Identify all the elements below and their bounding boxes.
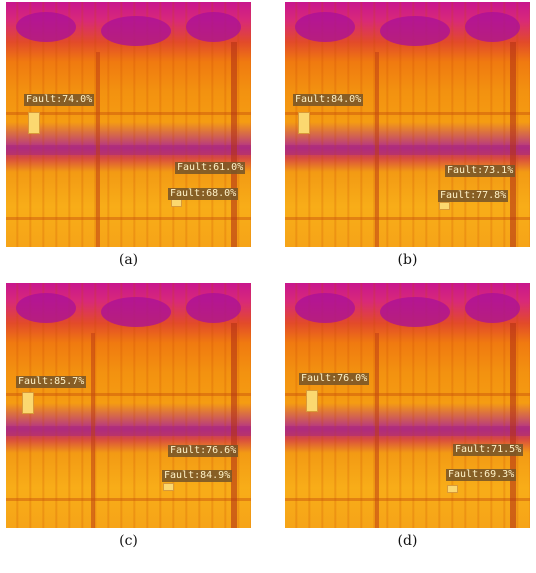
panel-divider bbox=[91, 333, 95, 528]
panel-caption: (b) bbox=[397, 252, 418, 268]
hotspot-box bbox=[28, 112, 40, 134]
thermal-blotch bbox=[295, 12, 355, 42]
hotspot-box bbox=[22, 392, 34, 414]
thermal-image: Fault:84.0% Fault:73.1% Fault:77.8% bbox=[285, 2, 530, 247]
thermal-blotch bbox=[101, 297, 171, 327]
hotspot-box bbox=[447, 485, 458, 493]
fault-label: Fault:84.9% bbox=[162, 470, 233, 482]
panel-caption: (d) bbox=[397, 533, 418, 549]
thermal-blotch bbox=[101, 16, 171, 46]
fault-label: Fault:61.0% bbox=[175, 162, 246, 174]
thermal-blotch bbox=[16, 12, 76, 42]
panel-edge bbox=[510, 323, 516, 528]
fault-label: Fault:74.0% bbox=[24, 94, 95, 106]
thermal-band bbox=[6, 426, 251, 436]
panel-divider bbox=[375, 52, 379, 247]
thermal-band bbox=[6, 145, 251, 155]
panel-caption: (a) bbox=[118, 252, 139, 268]
panel-seam bbox=[285, 112, 530, 115]
panel-divider bbox=[96, 52, 100, 247]
thermal-blotch bbox=[465, 12, 520, 42]
panel-divider bbox=[375, 333, 379, 528]
fault-label: Fault:84.0% bbox=[293, 94, 364, 106]
panel-b: Fault:84.0% Fault:73.1% Fault:77.8% (b) bbox=[285, 2, 530, 292]
hotspot-box bbox=[306, 390, 318, 412]
fault-label: Fault:69.3% bbox=[446, 469, 517, 481]
thermal-image: Fault:74.0% Fault:61.0% Fault:68.0% bbox=[6, 2, 251, 247]
thermal-blotch bbox=[16, 293, 76, 323]
hotspot-box bbox=[439, 202, 450, 210]
thermal-blotch bbox=[380, 16, 450, 46]
panel-seam bbox=[285, 498, 530, 501]
panel-d: Fault:76.0% Fault:71.5% Fault:69.3% (d) bbox=[285, 283, 530, 573]
panel-edge bbox=[510, 42, 516, 247]
thermal-blotch bbox=[186, 12, 241, 42]
thermal-blotch bbox=[465, 293, 520, 323]
panel-a: Fault:74.0% Fault:61.0% Fault:68.0% (a) bbox=[6, 2, 251, 292]
thermal-blotch bbox=[295, 293, 355, 323]
panel-caption: (c) bbox=[119, 533, 138, 549]
panel-seam bbox=[6, 217, 251, 220]
panel-edge bbox=[231, 323, 237, 528]
thermal-image: Fault:85.7% Fault:76.6% Fault:84.9% bbox=[6, 283, 251, 528]
panel-seam bbox=[6, 393, 251, 396]
thermal-blotch bbox=[380, 297, 450, 327]
hotspot-box bbox=[298, 112, 310, 134]
thermal-band bbox=[285, 145, 530, 155]
panel-seam bbox=[6, 498, 251, 501]
thermal-blotch bbox=[186, 293, 241, 323]
hotspot-box bbox=[171, 199, 182, 207]
panel-seam bbox=[285, 217, 530, 220]
fault-label: Fault:76.0% bbox=[299, 373, 370, 385]
fault-label: Fault:77.8% bbox=[438, 190, 509, 202]
panel-seam bbox=[285, 393, 530, 396]
panel-seam bbox=[6, 112, 251, 115]
fault-label: Fault:71.5% bbox=[453, 444, 524, 456]
fault-label: Fault:85.7% bbox=[16, 376, 87, 388]
fault-label: Fault:73.1% bbox=[445, 165, 516, 177]
hotspot-box bbox=[163, 483, 174, 491]
panel-c: Fault:85.7% Fault:76.6% Fault:84.9% (c) bbox=[6, 283, 251, 573]
fault-label: Fault:76.6% bbox=[168, 445, 239, 457]
fault-label: Fault:68.0% bbox=[168, 188, 239, 200]
thermal-band bbox=[285, 426, 530, 436]
thermal-image: Fault:76.0% Fault:71.5% Fault:69.3% bbox=[285, 283, 530, 528]
panel-edge bbox=[231, 42, 237, 247]
